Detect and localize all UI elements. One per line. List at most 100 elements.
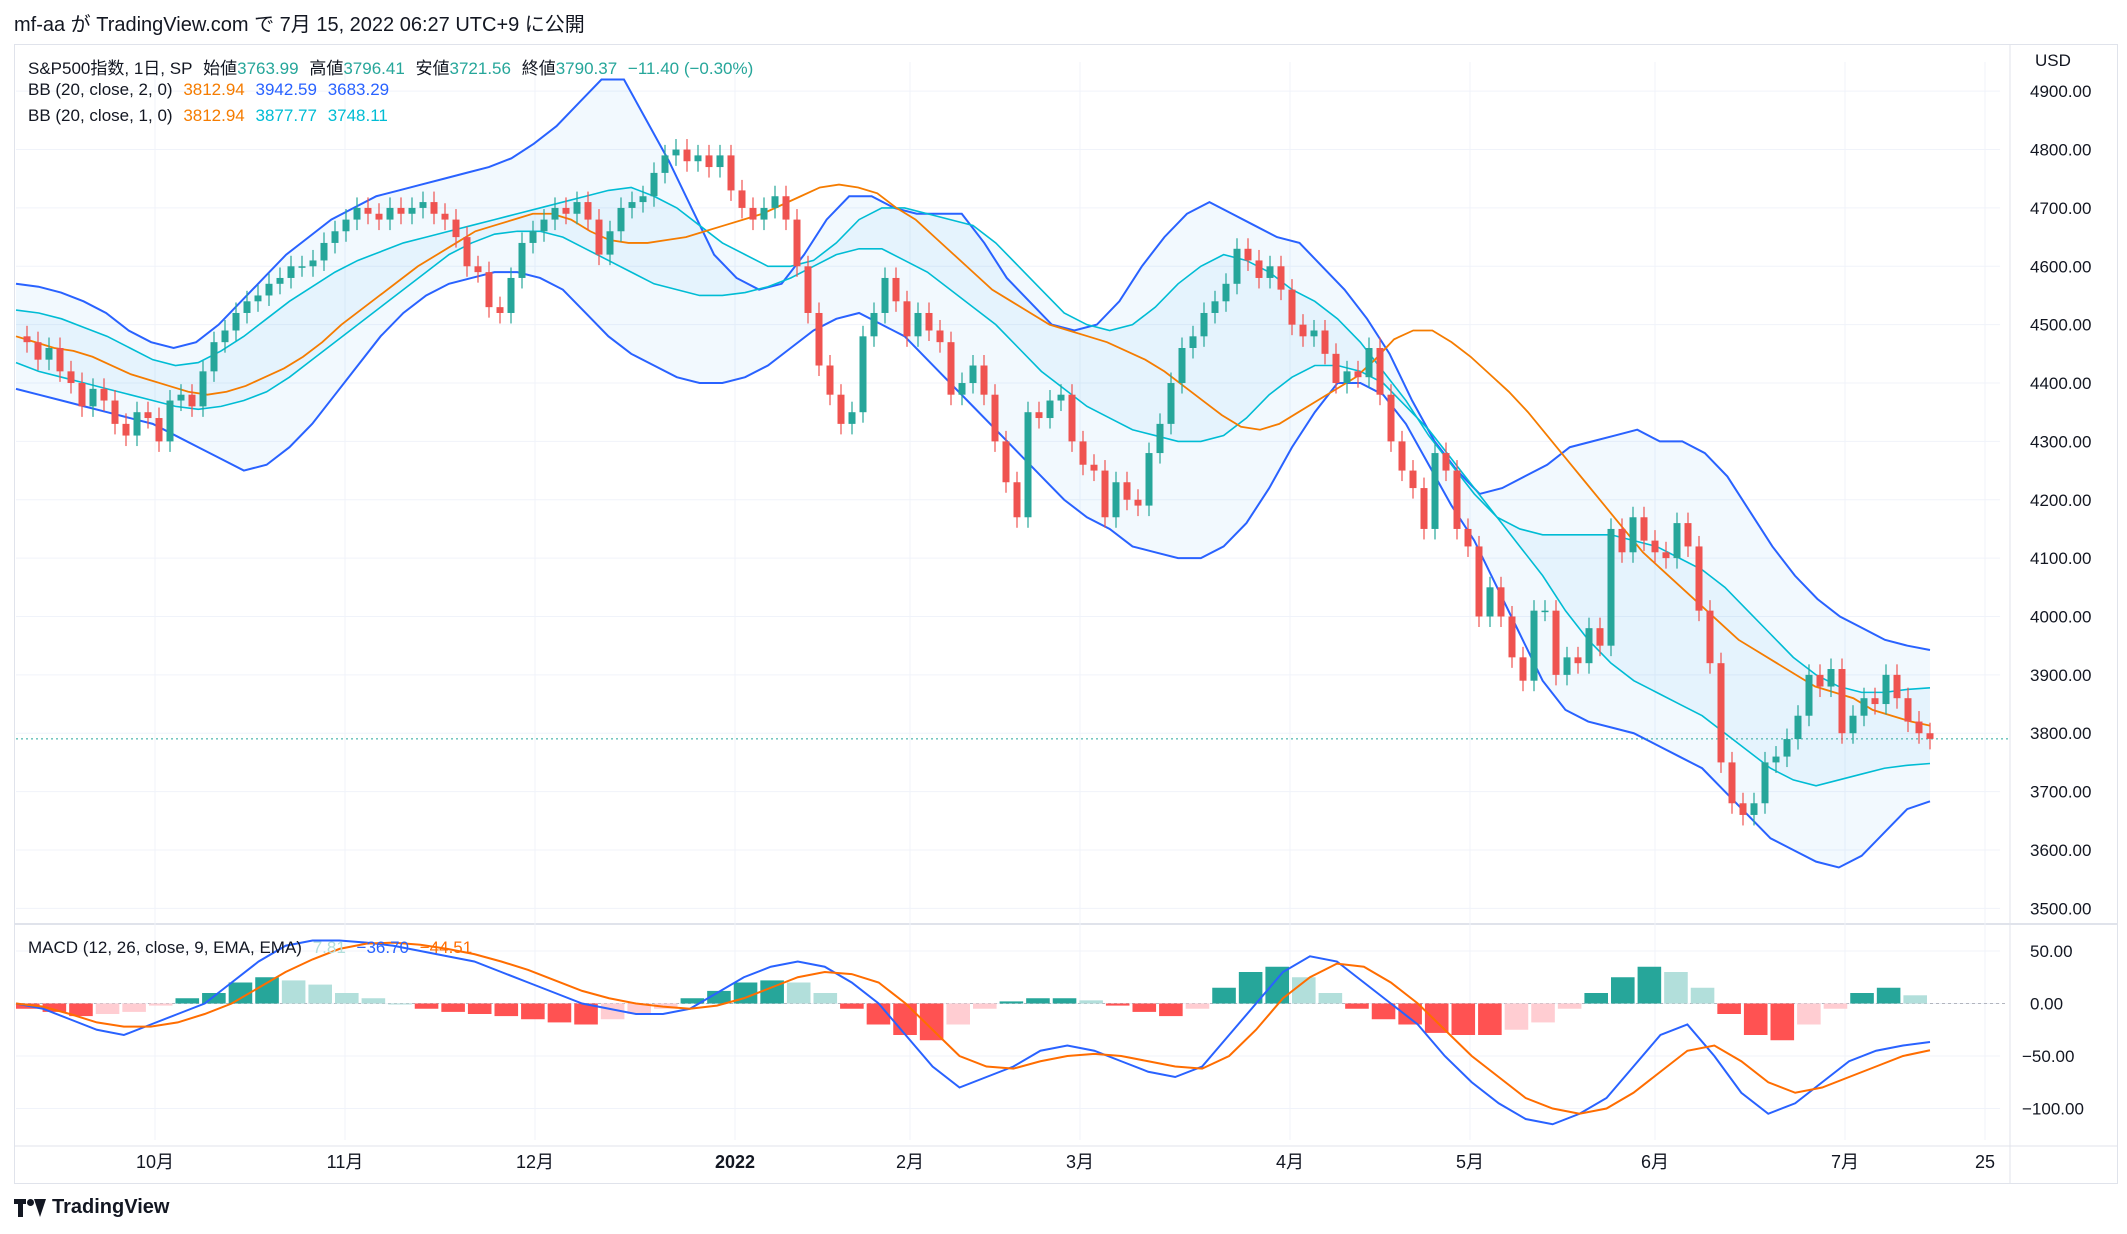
candle-body — [375, 213, 383, 220]
candle-body — [1354, 371, 1362, 378]
legend-bb2-up: 3942.59 — [255, 80, 317, 99]
candle-body — [925, 312, 933, 331]
price-axis: 3500.00 3600.00 3700.00 3800.00 3900.00 4000.… — [2030, 51, 2091, 918]
macd-histogram-bar — [42, 1003, 67, 1012]
candle-body — [595, 219, 603, 255]
macd-histogram-bar — [1159, 1003, 1183, 1017]
candle-body — [166, 400, 174, 442]
price-tick-label: 4200.00 — [2030, 491, 2091, 510]
bb-basis-line — [15, 183, 1931, 727]
candle-body — [243, 301, 251, 313]
legend-open-label: 始値 — [203, 59, 238, 78]
legend-bb2: BB (20, close, 2, 0) 3812.94 3942.59 368… — [28, 80, 395, 100]
macd-panel: 50.00 0.00 −50.00 −100.00 — [15, 939, 2084, 1126]
macd-histogram-bar — [1371, 1003, 1396, 1020]
candle-body — [1233, 248, 1241, 284]
macd-histogram-bar — [148, 1003, 173, 1006]
candle-body — [661, 155, 669, 173]
candle-body — [210, 342, 218, 372]
candle-body — [232, 312, 240, 331]
candle-body — [1519, 657, 1527, 681]
candle-body — [89, 388, 97, 407]
candle-body — [1024, 412, 1032, 518]
candle-body — [1046, 400, 1054, 419]
candle-body — [1090, 464, 1098, 471]
macd-histogram-bar — [1292, 977, 1316, 1004]
macd-histogram-bar — [414, 1003, 439, 1009]
time-tick-label: 2022 — [715, 1152, 755, 1172]
candle-body — [1211, 301, 1219, 313]
candle-body — [881, 277, 889, 313]
candle-body — [1189, 336, 1197, 348]
legend-price: S&P500指数, 1日, SP 始値3763.99 高値3796.41 安値3… — [28, 54, 759, 79]
candle-body — [1651, 540, 1659, 553]
candle-body — [353, 207, 361, 220]
legend-close-label: 終値 — [521, 59, 556, 78]
candle-body — [1585, 628, 1593, 664]
candle-body — [1706, 610, 1714, 664]
candle-body — [1640, 517, 1648, 541]
candle-body — [1882, 674, 1890, 705]
candle-body — [1420, 488, 1428, 529]
candle-body — [320, 242, 328, 261]
candle-body — [1200, 312, 1208, 337]
legend-macd-line: −36.70 — [356, 938, 410, 957]
candle-body — [1530, 610, 1538, 681]
macd-histogram-bar — [1345, 1003, 1369, 1009]
macd-histogram-bar — [999, 1001, 1024, 1004]
candle-body — [430, 202, 438, 214]
macd-histogram-bar — [281, 980, 306, 1004]
macd-histogram-bar — [308, 984, 332, 1004]
tradingview-footer[interactable]: TradingView — [14, 1196, 169, 1219]
legend-bb1-up: 3877.77 — [255, 106, 317, 125]
candle-body — [1453, 470, 1461, 529]
footer-brand: TradingView — [52, 1196, 170, 1218]
candle-body — [804, 266, 812, 313]
macd-histogram-bar — [813, 993, 838, 1004]
macd-histogram-bar — [122, 1003, 146, 1012]
candle-body — [1794, 715, 1802, 740]
candle-body — [133, 412, 141, 436]
candle-body — [496, 307, 504, 313]
macd-histogram-bar — [1451, 1003, 1476, 1035]
macd-histogram-bar — [467, 1003, 492, 1014]
candle-body — [265, 283, 273, 296]
macd-histogram-bar — [919, 1003, 944, 1041]
macd-histogram-bar — [1318, 993, 1343, 1004]
candle-body — [914, 312, 922, 337]
macd-tick-label: −100.00 — [2022, 1100, 2084, 1119]
candle-body — [848, 412, 856, 424]
macd-histogram-bar — [521, 1003, 545, 1020]
macd-histogram-bar — [1398, 1003, 1422, 1025]
macd-histogram-bar — [1212, 987, 1236, 1004]
candle-body — [111, 400, 119, 424]
macd-histogram-bar — [1132, 1003, 1157, 1012]
macd-histogram-bar — [1265, 966, 1289, 1004]
tradingview-logo-icon — [14, 1198, 46, 1217]
macd-histogram-bar — [627, 1003, 651, 1014]
candle-body — [1541, 610, 1549, 613]
candle-body — [1596, 628, 1604, 646]
macd-histogram-bar — [1823, 1003, 1848, 1009]
candle-body — [628, 202, 636, 208]
macd-histogram-bar — [1105, 1003, 1130, 1006]
candle-body — [1112, 482, 1120, 518]
macd-histogram-bar — [680, 998, 705, 1004]
candle-body — [1343, 371, 1351, 384]
candle-body — [1761, 762, 1769, 804]
macd-tick-label: 0.00 — [2030, 995, 2063, 1014]
macd-histogram-bar — [1557, 1003, 1582, 1009]
candle-body — [727, 155, 735, 191]
candle-body — [1607, 528, 1615, 646]
candle-body — [1431, 453, 1439, 529]
candle-body — [1167, 383, 1175, 424]
candle-body — [1376, 348, 1384, 395]
candle-body — [892, 277, 900, 302]
price-tick-label: 3500.00 — [2030, 899, 2091, 918]
candle-body — [1156, 423, 1164, 454]
candle-body — [650, 172, 658, 197]
macd-histogram-bar — [1478, 1003, 1502, 1035]
macd-signal-line — [15, 941, 1931, 1115]
legend-symbol: S&P500指数, 1日, SP — [28, 59, 193, 78]
